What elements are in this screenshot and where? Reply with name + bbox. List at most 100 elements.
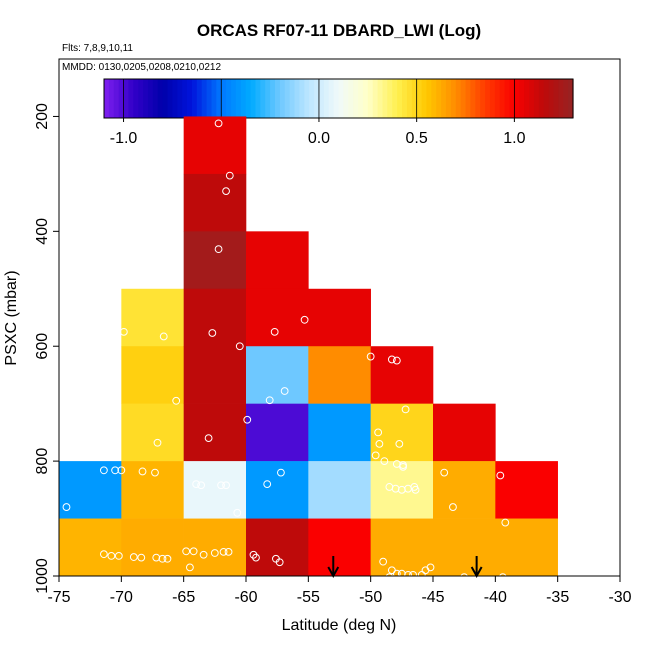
colorbar-swatch <box>255 79 261 118</box>
colorbar-swatch <box>113 79 120 118</box>
colorbar-frame <box>103 78 574 119</box>
heatmap-cell <box>495 461 558 519</box>
colorbar-swatch <box>450 79 457 118</box>
colorbar-tick-label: 1.0 <box>503 130 525 147</box>
colorbar-swatch <box>157 79 164 118</box>
data-point <box>380 457 389 466</box>
colorbar-swatch <box>177 79 183 118</box>
heatmap-cell <box>308 346 371 404</box>
heatmap-cell <box>246 346 309 404</box>
heatmap-cell <box>246 461 309 519</box>
colorbar-swatch <box>231 79 237 118</box>
colorbar-swatch <box>279 79 286 118</box>
colorbar-swatch <box>265 79 271 118</box>
y-tick-label: 600 <box>34 333 51 360</box>
data-point <box>137 553 146 562</box>
colorbar-gradient <box>104 79 574 118</box>
data-point <box>222 481 230 490</box>
data-point <box>235 342 244 351</box>
colorbar-swatch <box>108 79 115 118</box>
heatmap-cell <box>183 173 247 232</box>
colorbar-swatch <box>426 79 432 118</box>
colorbar-swatch <box>553 79 559 118</box>
colorbar-swatch <box>475 79 481 118</box>
colorbar-swatch <box>421 79 428 118</box>
colorbar-swatch <box>558 79 564 118</box>
heatmap-cell <box>121 346 184 404</box>
data-point <box>374 428 383 437</box>
heatmap-cell <box>246 288 309 347</box>
data-point <box>300 315 309 324</box>
colorbar-swatch <box>191 79 198 118</box>
data-point <box>214 119 223 128</box>
colorbar-swatch <box>104 79 110 118</box>
data-point <box>411 485 420 494</box>
colorbar-swatch <box>436 79 442 118</box>
colorbar-swatch <box>216 79 222 118</box>
data-point <box>214 245 223 254</box>
colorbar-swatch <box>314 79 320 118</box>
colorbar-swatch <box>260 79 266 118</box>
colorbar-swatch <box>485 79 491 118</box>
data-point <box>225 171 234 180</box>
colorbar-swatch <box>167 79 173 118</box>
colorbar-swatch <box>221 79 227 118</box>
x-tick-label: -75 <box>47 589 70 606</box>
data-point <box>111 466 119 475</box>
data-point <box>233 508 242 517</box>
heatmap-cell <box>308 518 371 577</box>
data-point <box>270 327 279 336</box>
data-point <box>129 553 138 561</box>
heatmap-cell <box>308 403 371 462</box>
colorbar-swatch <box>172 79 178 118</box>
data-point <box>275 558 284 567</box>
colorbar-swatch <box>284 79 291 118</box>
x-tick-label: -30 <box>608 589 631 606</box>
colorbar-swatch <box>504 79 511 118</box>
y-axis-label: PSXC (mbar) <box>3 270 20 365</box>
data-point <box>440 468 449 477</box>
x-tick-label: -35 <box>546 589 569 606</box>
x-axis: -75 -70 -65 -60 -55 -50 -45 -40 -35 -30 <box>47 576 632 606</box>
heatmap-cell <box>183 116 247 175</box>
heatmap-cell <box>183 346 247 404</box>
colorbar-swatch <box>338 79 344 118</box>
colorbar-swatch <box>470 79 476 118</box>
colorbar-swatch <box>353 79 359 118</box>
data-point <box>99 550 108 559</box>
colorbar-swatch <box>411 79 418 118</box>
colorbar-swatch <box>362 79 369 118</box>
heatmap-cell <box>121 403 184 462</box>
colorbar-swatch <box>387 79 393 118</box>
data-point <box>263 480 272 488</box>
chart-title: ORCAS RF07-11 DBARD_LWI (Log) <box>197 21 481 40</box>
colorbar-swatch <box>499 79 506 118</box>
data-point <box>219 547 228 556</box>
heatmap-cell <box>433 518 496 577</box>
colorbar-swatch <box>196 79 203 118</box>
colorbar-swatch <box>372 79 379 118</box>
colorbar-swatch <box>250 79 257 118</box>
data-point <box>404 570 412 579</box>
y-tick-label: 400 <box>34 218 51 245</box>
data-point <box>182 547 191 556</box>
colorbar-swatch <box>416 79 423 118</box>
colorbar-swatch <box>431 79 437 118</box>
colorbar-swatch <box>382 79 388 118</box>
colorbar-tick-label: 0.0 <box>308 130 330 147</box>
y-tick-label: 1000 <box>34 558 51 594</box>
dates-note: MMDD: 0130,0205,0208,0210,0212 <box>62 62 221 73</box>
colorbar-swatch <box>524 79 530 118</box>
colorbar-swatch <box>563 79 569 118</box>
heatmap-cell <box>308 461 371 519</box>
colorbar-swatch <box>480 79 486 118</box>
data-point <box>119 327 128 336</box>
colorbar-swatch <box>509 79 515 118</box>
colorbar-swatch <box>118 79 125 118</box>
data-point <box>192 480 201 488</box>
data-point <box>172 396 181 405</box>
colorbar-swatch <box>568 79 574 118</box>
colorbar-swatch <box>445 79 452 118</box>
colorbar-swatch <box>533 79 540 118</box>
heatmap-cell <box>59 518 122 577</box>
